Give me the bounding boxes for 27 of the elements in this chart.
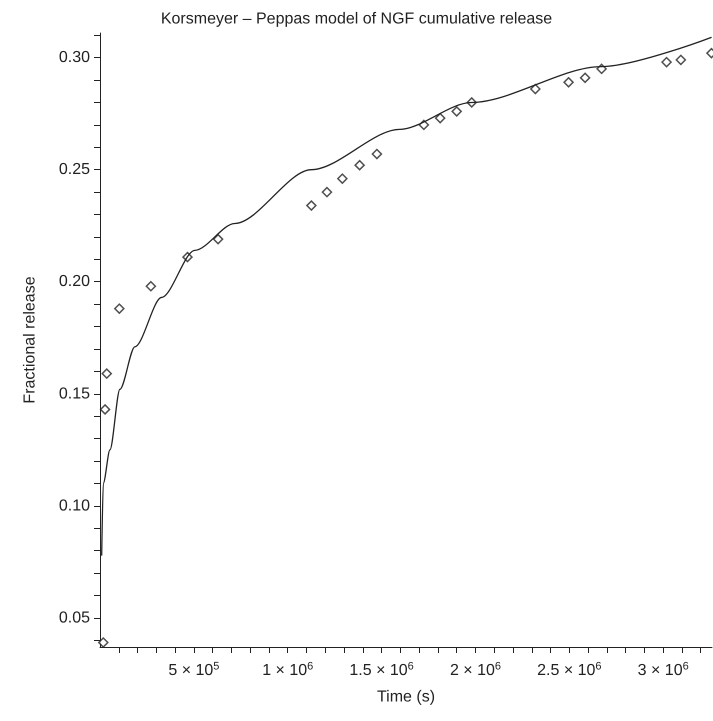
point bbox=[146, 280, 156, 292]
y-axis-title: Fractional release bbox=[22, 276, 38, 404]
y-tick-label: 0.15 bbox=[58, 385, 90, 402]
point bbox=[451, 106, 462, 117]
point bbox=[306, 200, 317, 211]
point bbox=[434, 112, 446, 124]
point bbox=[530, 84, 541, 94]
point bbox=[337, 173, 348, 184]
point bbox=[322, 186, 332, 198]
point bbox=[212, 234, 224, 244]
y-tick-label: 0.10 bbox=[58, 497, 90, 514]
point bbox=[354, 160, 365, 170]
point bbox=[102, 368, 112, 379]
point bbox=[661, 56, 672, 68]
point bbox=[372, 148, 382, 160]
point bbox=[114, 303, 125, 314]
point bbox=[98, 637, 109, 648]
x-axis-title: Time (s) bbox=[376, 688, 436, 706]
point bbox=[563, 77, 574, 88]
y-tick-label: 0.05 bbox=[58, 609, 90, 626]
y-tick-label: 0.30 bbox=[58, 49, 90, 66]
point bbox=[580, 72, 590, 84]
y-tick-label: 0.25 bbox=[58, 161, 90, 178]
point bbox=[100, 404, 110, 415]
y-tick-label: 0.20 bbox=[58, 273, 90, 290]
chart-title: Korsmeyer – Peppas model of NGF cumulative release bbox=[160, 10, 552, 28]
point bbox=[676, 54, 686, 66]
